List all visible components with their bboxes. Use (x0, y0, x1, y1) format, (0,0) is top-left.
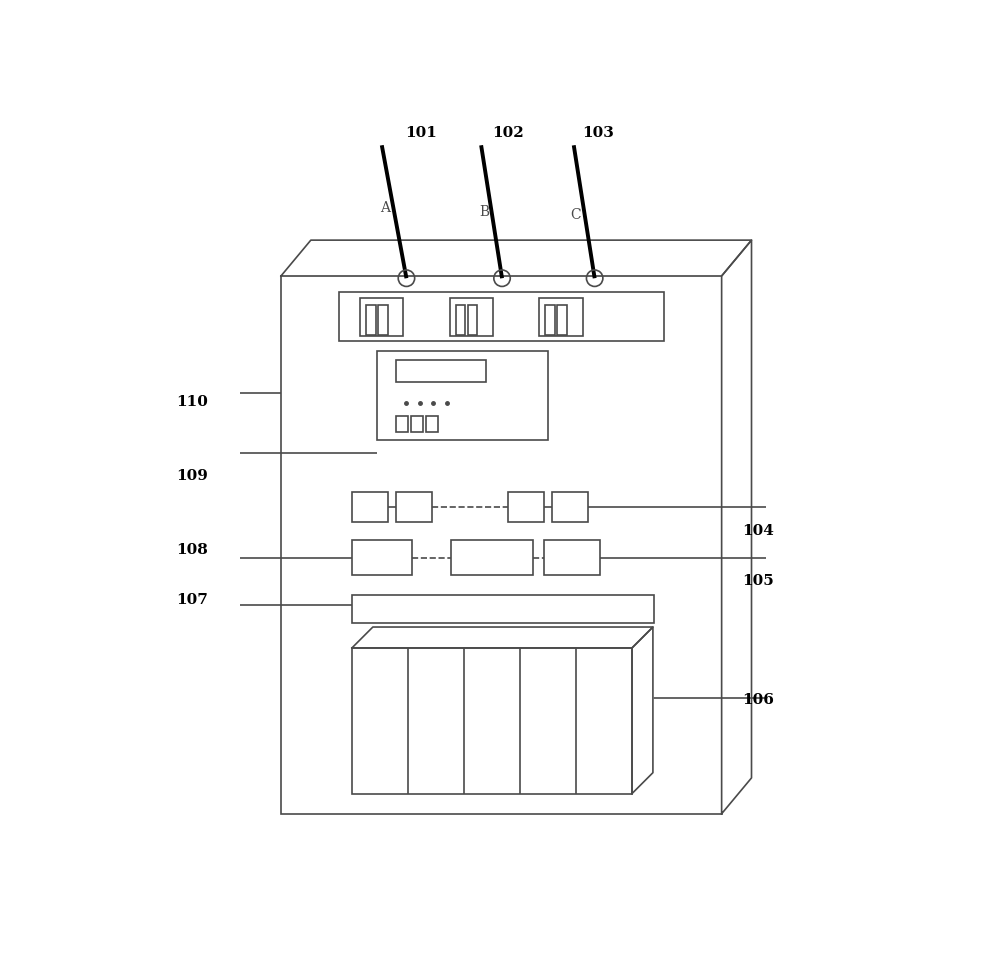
Polygon shape (281, 241, 752, 277)
Bar (508, 492, 544, 522)
Bar (378, 306, 388, 335)
Bar (456, 306, 465, 335)
Bar (450, 298, 493, 337)
Bar (352, 541, 412, 576)
Text: C: C (571, 207, 581, 222)
Text: 102: 102 (492, 126, 524, 141)
Polygon shape (722, 241, 752, 814)
Bar (360, 298, 403, 337)
Text: 109: 109 (176, 469, 208, 483)
Text: 104: 104 (742, 523, 774, 538)
Text: B: B (479, 204, 489, 219)
Bar (396, 492, 432, 522)
Text: 108: 108 (176, 542, 208, 556)
Polygon shape (632, 627, 653, 794)
Bar (539, 298, 583, 337)
Bar (468, 306, 477, 335)
Bar (377, 352, 548, 441)
Bar (352, 595, 654, 624)
Bar (352, 492, 388, 522)
Bar (339, 293, 664, 342)
Bar (352, 648, 632, 794)
Bar (396, 417, 408, 432)
Bar (426, 417, 438, 432)
Bar (411, 417, 423, 432)
Text: 110: 110 (176, 394, 208, 408)
Bar (281, 277, 722, 814)
Text: 107: 107 (176, 593, 208, 607)
Text: 106: 106 (742, 693, 774, 706)
Text: 105: 105 (742, 574, 774, 587)
Bar (544, 541, 600, 576)
Text: 103: 103 (582, 126, 614, 141)
Bar (451, 541, 533, 576)
Bar (396, 360, 486, 383)
Polygon shape (352, 627, 653, 648)
Bar (366, 306, 376, 335)
Text: A: A (381, 201, 391, 214)
Bar (545, 306, 555, 335)
Text: 101: 101 (405, 126, 437, 141)
Bar (552, 492, 588, 522)
Bar (557, 306, 567, 335)
